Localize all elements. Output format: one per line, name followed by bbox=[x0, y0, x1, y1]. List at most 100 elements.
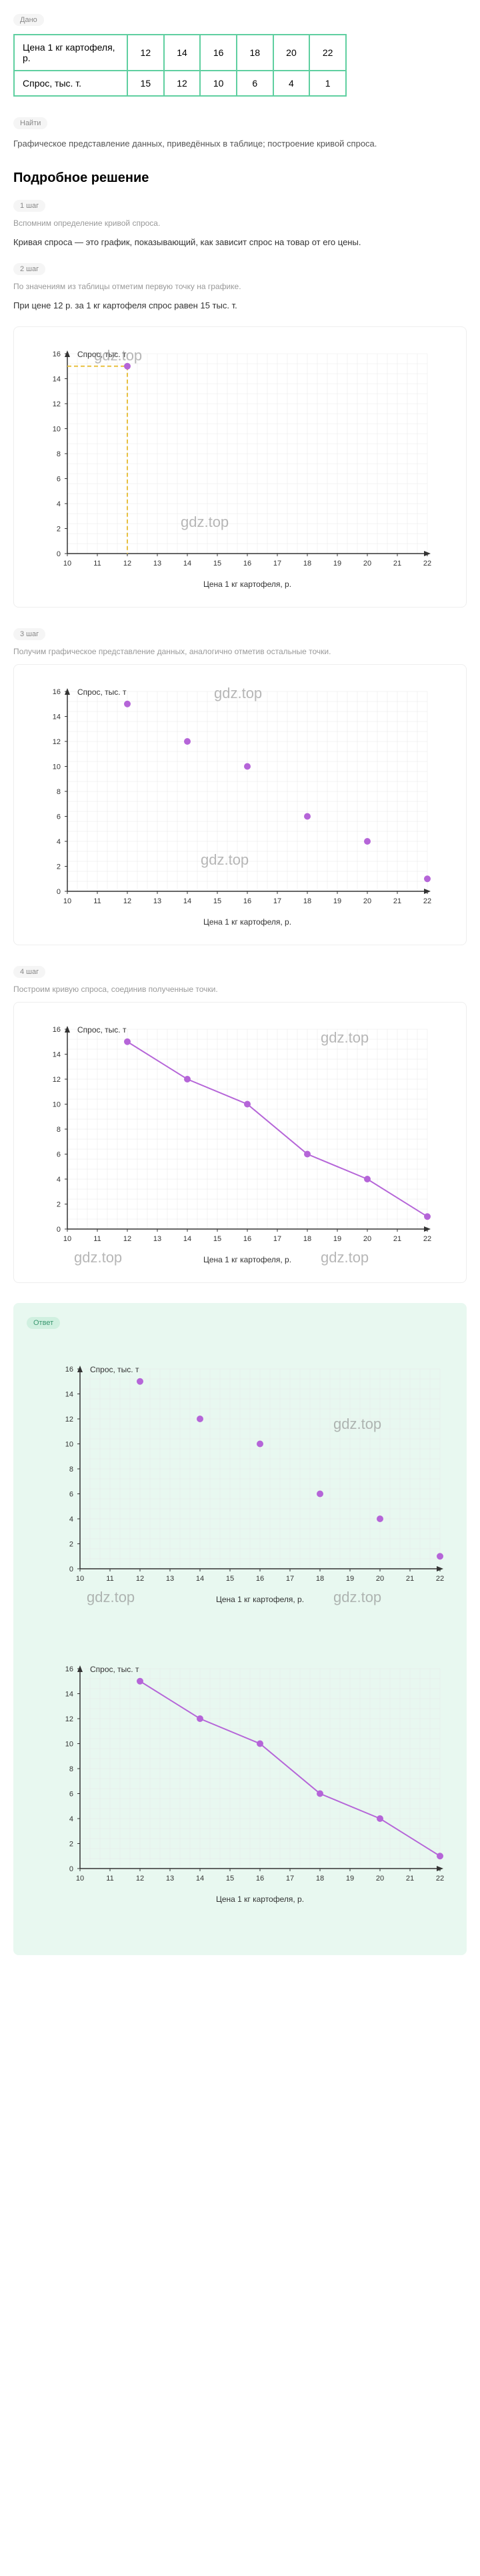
svg-text:2: 2 bbox=[57, 526, 61, 534]
svg-text:4: 4 bbox=[57, 1176, 61, 1184]
svg-text:21: 21 bbox=[393, 560, 401, 568]
table-row: Спрос, тыс. т. 15 12 10 6 4 1 bbox=[14, 71, 346, 96]
svg-text:11: 11 bbox=[93, 560, 101, 568]
svg-text:12: 12 bbox=[136, 1875, 144, 1883]
svg-text:22: 22 bbox=[423, 560, 431, 568]
svg-text:16: 16 bbox=[65, 1366, 73, 1374]
svg-text:18: 18 bbox=[303, 897, 311, 905]
svg-text:18: 18 bbox=[316, 1875, 324, 1883]
svg-text:12: 12 bbox=[136, 1575, 144, 1583]
svg-text:14: 14 bbox=[183, 560, 191, 568]
svg-text:18: 18 bbox=[303, 560, 311, 568]
row-label: Цена 1 кг картофеля, р. bbox=[14, 35, 127, 71]
svg-text:14: 14 bbox=[183, 1235, 191, 1243]
svg-text:10: 10 bbox=[65, 1441, 73, 1449]
cell: 18 bbox=[237, 35, 273, 71]
cell: 4 bbox=[273, 71, 310, 96]
svg-text:16: 16 bbox=[243, 897, 251, 905]
svg-text:16: 16 bbox=[243, 1235, 251, 1243]
svg-text:12: 12 bbox=[123, 560, 131, 568]
svg-text:13: 13 bbox=[166, 1875, 174, 1883]
svg-text:8: 8 bbox=[57, 450, 61, 458]
svg-text:12: 12 bbox=[123, 1235, 131, 1243]
cell: 15 bbox=[127, 71, 164, 96]
step-4-label: 4 шаг bbox=[13, 966, 45, 978]
svg-text:17: 17 bbox=[286, 1875, 294, 1883]
svg-text:4: 4 bbox=[69, 1815, 73, 1823]
svg-text:gdz.top: gdz.top bbox=[94, 347, 142, 364]
svg-text:2: 2 bbox=[57, 863, 61, 871]
svg-text:16: 16 bbox=[243, 560, 251, 568]
svg-text:15: 15 bbox=[226, 1875, 234, 1883]
svg-text:10: 10 bbox=[76, 1575, 84, 1583]
svg-text:10: 10 bbox=[53, 1101, 61, 1109]
svg-text:2: 2 bbox=[69, 1841, 73, 1849]
svg-text:19: 19 bbox=[346, 1875, 354, 1883]
svg-text:2: 2 bbox=[57, 1201, 61, 1209]
cell: 22 bbox=[309, 35, 346, 71]
svg-text:22: 22 bbox=[436, 1575, 444, 1583]
svg-text:6: 6 bbox=[57, 1151, 61, 1159]
svg-text:Цена 1 кг картофеля, р.: Цена 1 кг картофеля, р. bbox=[203, 917, 291, 927]
svg-text:gdz.top: gdz.top bbox=[321, 1249, 369, 1266]
svg-text:10: 10 bbox=[65, 1741, 73, 1749]
svg-text:18: 18 bbox=[303, 1235, 311, 1243]
step-3-intro: Получим графическое представление данных… bbox=[13, 647, 467, 656]
svg-text:14: 14 bbox=[196, 1575, 204, 1583]
svg-text:4: 4 bbox=[57, 838, 61, 846]
svg-text:11: 11 bbox=[106, 1875, 113, 1883]
row-label: Спрос, тыс. т. bbox=[14, 71, 127, 96]
svg-text:21: 21 bbox=[406, 1875, 414, 1883]
svg-text:6: 6 bbox=[69, 1491, 73, 1499]
svg-text:0: 0 bbox=[57, 888, 61, 896]
svg-text:0: 0 bbox=[69, 1865, 73, 1873]
svg-text:12: 12 bbox=[53, 1076, 61, 1084]
step-1-intro: Вспомним определение кривой спроса. bbox=[13, 218, 467, 228]
svg-text:14: 14 bbox=[53, 713, 61, 721]
svg-text:Спрос, тыс. т: Спрос, тыс. т bbox=[77, 687, 127, 697]
naiti-text: Графическое представление данных, привед… bbox=[13, 137, 467, 151]
chart-answer-scatter: 101112131415161718192021220246810121416С… bbox=[27, 1342, 453, 1622]
svg-text:8: 8 bbox=[57, 1126, 61, 1134]
cell: 14 bbox=[164, 35, 201, 71]
svg-text:10: 10 bbox=[53, 763, 61, 771]
svg-text:gdz.top: gdz.top bbox=[333, 1416, 381, 1432]
svg-text:16: 16 bbox=[65, 1665, 73, 1673]
svg-text:19: 19 bbox=[333, 560, 341, 568]
svg-text:19: 19 bbox=[346, 1575, 354, 1583]
svg-text:2: 2 bbox=[69, 1541, 73, 1549]
svg-text:16: 16 bbox=[53, 350, 61, 358]
svg-text:8: 8 bbox=[69, 1466, 73, 1474]
svg-text:12: 12 bbox=[65, 1715, 73, 1723]
svg-text:gdz.top: gdz.top bbox=[181, 514, 229, 530]
answer-section: Ответ 1011121314151617181920212202468101… bbox=[13, 1303, 467, 1955]
svg-text:19: 19 bbox=[333, 1235, 341, 1243]
svg-text:6: 6 bbox=[69, 1791, 73, 1799]
svg-text:10: 10 bbox=[63, 560, 71, 568]
step-2-text: При цене 12 р. за 1 кг картофеля спрос р… bbox=[13, 299, 467, 313]
cell: 1 bbox=[309, 71, 346, 96]
solution-heading: Подробное решение bbox=[13, 171, 467, 186]
svg-text:gdz.top: gdz.top bbox=[201, 851, 249, 868]
svg-text:11: 11 bbox=[93, 1235, 101, 1243]
chart-step4: 101112131415161718192021220246810121416С… bbox=[13, 1002, 467, 1283]
svg-text:10: 10 bbox=[76, 1875, 84, 1883]
cell: 20 bbox=[273, 35, 310, 71]
svg-text:14: 14 bbox=[53, 1051, 61, 1059]
svg-text:4: 4 bbox=[57, 500, 61, 508]
svg-text:13: 13 bbox=[166, 1575, 174, 1583]
svg-text:gdz.top: gdz.top bbox=[333, 1589, 381, 1605]
svg-text:17: 17 bbox=[286, 1575, 294, 1583]
svg-text:15: 15 bbox=[213, 560, 221, 568]
svg-text:gdz.top: gdz.top bbox=[87, 1589, 135, 1605]
svg-text:16: 16 bbox=[53, 688, 61, 696]
svg-text:0: 0 bbox=[57, 1226, 61, 1234]
cell: 16 bbox=[200, 35, 237, 71]
dano-label: Дано bbox=[13, 14, 44, 26]
cell: 10 bbox=[200, 71, 237, 96]
svg-text:8: 8 bbox=[57, 788, 61, 796]
svg-text:Спрос, тыс. т: Спрос, тыс. т bbox=[90, 1365, 139, 1374]
svg-text:Спрос, тыс. т: Спрос, тыс. т bbox=[90, 1665, 139, 1674]
svg-text:20: 20 bbox=[363, 1235, 371, 1243]
svg-text:11: 11 bbox=[106, 1575, 113, 1583]
